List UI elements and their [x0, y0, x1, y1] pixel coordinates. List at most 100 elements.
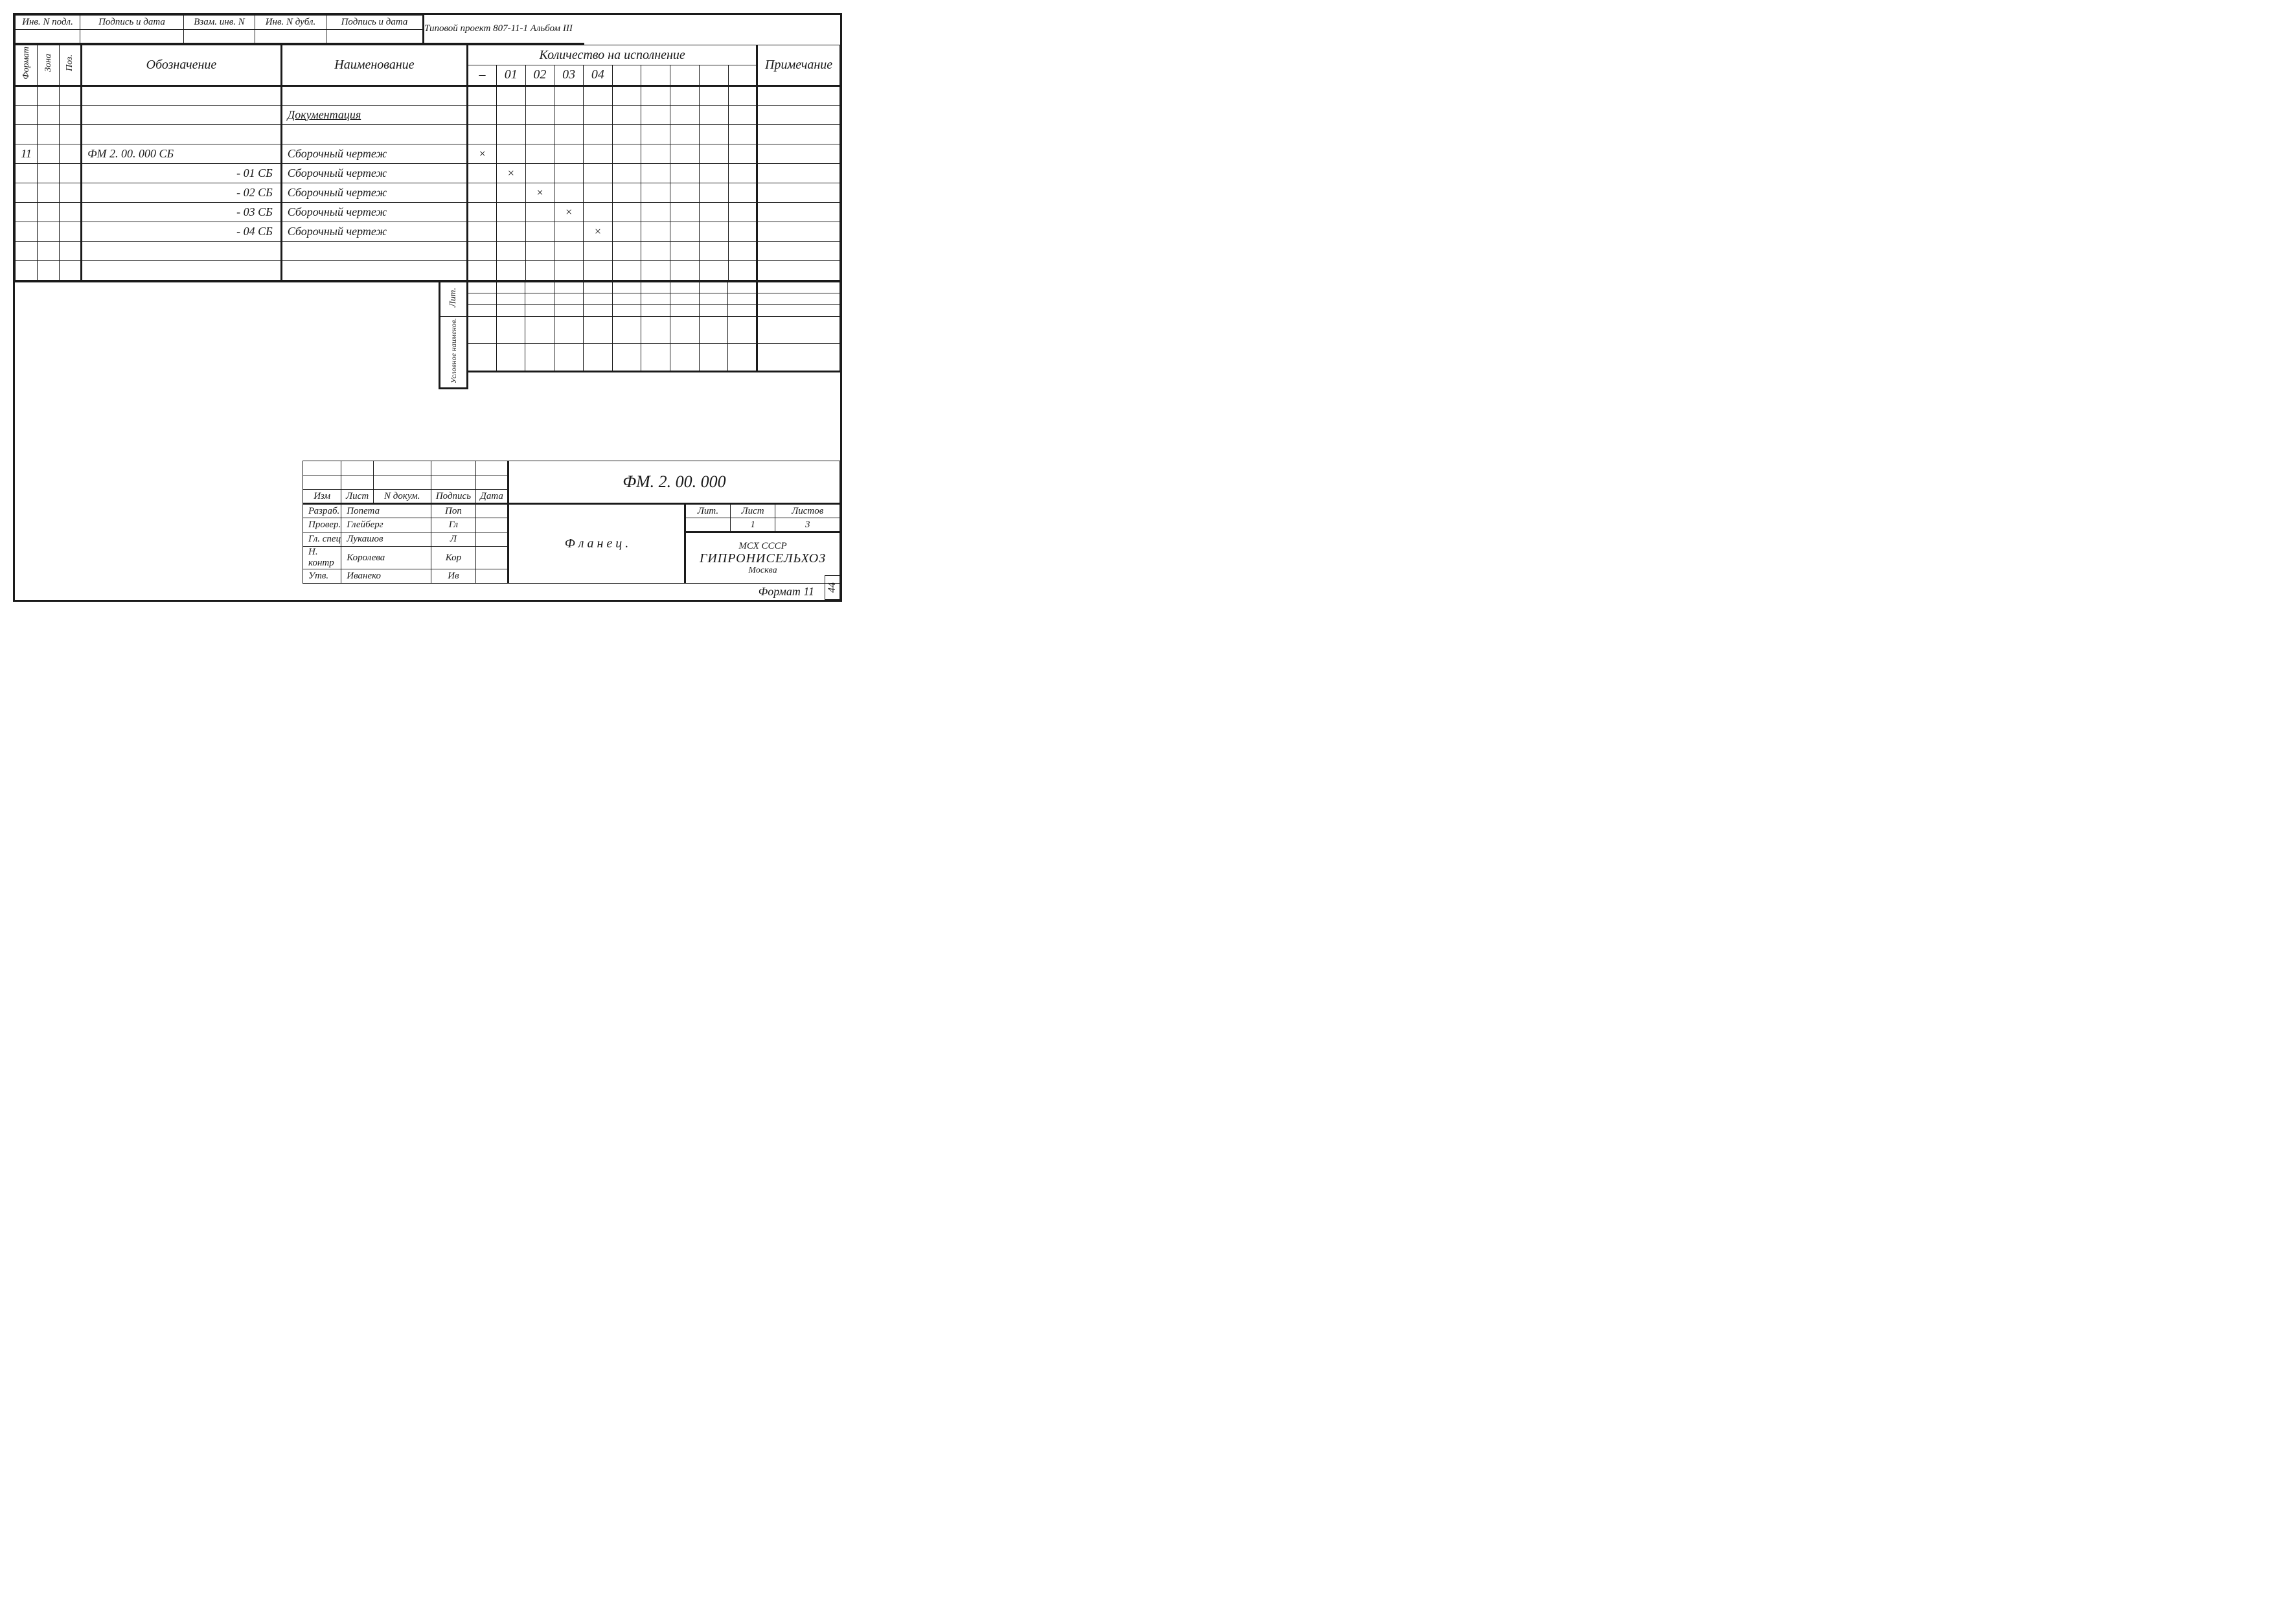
tb-signature: Кор [431, 547, 476, 569]
mid-cell [583, 344, 612, 372]
mid-cell [670, 304, 700, 316]
cell-prim [757, 86, 840, 105]
cell-kol [496, 105, 525, 124]
spec-row [16, 86, 840, 105]
tb-col-hdr: Лист [341, 490, 374, 504]
cell-kol [670, 241, 700, 260]
tb-col-hdr: Дата [476, 490, 508, 504]
strip-cell: Взам. инв. N [184, 16, 255, 30]
project-title: Типовой проект 807-11-1 Альбом III [424, 16, 584, 44]
drawing-sheet: Инв. N подл. Подпись и дата Взам. инв. N… [13, 13, 842, 602]
hdr-kol-col [699, 65, 728, 86]
spec-table: ФорматЗонаПоз.ОбозначениеНаименованиеКол… [15, 45, 840, 280]
cell-kol [468, 86, 497, 105]
page-number: 44 [827, 582, 838, 593]
cell-kol: × [496, 163, 525, 183]
cell-kol [728, 163, 757, 183]
spec-row [16, 260, 840, 280]
cell-naim [281, 241, 467, 260]
cell-poz [60, 144, 82, 163]
cell-kol [525, 86, 554, 105]
cell-poz [60, 260, 82, 280]
mid-cell [641, 344, 670, 372]
cell-kol [525, 260, 554, 280]
mid-cell [612, 344, 641, 372]
hdr-zona: Зона [43, 52, 54, 73]
cell-naim: Сборочный чертеж [281, 144, 467, 163]
cell-kol [670, 260, 700, 280]
cell-kol [525, 202, 554, 222]
mid-cell [583, 293, 612, 304]
cell-poz [60, 222, 82, 241]
mid-cell [728, 316, 757, 344]
cell-kol [641, 202, 670, 222]
cell-kol [554, 241, 584, 260]
mid-rows: Лит. Условное наименов. [15, 280, 840, 390]
spec-row [16, 241, 840, 260]
cell-kol [641, 105, 670, 124]
cell-kol [699, 105, 728, 124]
hdr-kol-col: 02 [525, 65, 554, 86]
cell-zona [38, 222, 60, 241]
cell-oboz: - 04 СБ [82, 222, 282, 241]
mid-cell [496, 281, 525, 293]
spec-row: - 03 СБСборочный чертеж× [16, 202, 840, 222]
cell-kol [728, 86, 757, 105]
cell-zona [38, 260, 60, 280]
cell-kol [554, 105, 584, 124]
hdr-kol-col: – [468, 65, 497, 86]
mid-cell [641, 281, 670, 293]
cell-kol [728, 183, 757, 202]
tb-listov-hdr: Листов [775, 504, 840, 518]
mid-cell [670, 281, 700, 293]
cell-format [16, 260, 38, 280]
cell-naim: Документация [281, 105, 467, 124]
cell-kol [699, 202, 728, 222]
cell-format [16, 105, 38, 124]
hdr-oboz: Обозначение [82, 45, 282, 86]
cell-kol [496, 124, 525, 144]
hdr-kol-col [612, 65, 641, 86]
tb-col-hdr: Изм [303, 490, 341, 504]
spec-row: - 01 СБСборочный чертеж× [16, 163, 840, 183]
mid-cell [496, 344, 525, 372]
cell-kol [699, 163, 728, 183]
cell-zona [38, 144, 60, 163]
cell-kol [699, 260, 728, 280]
tb-col-hdr: Подпись [431, 490, 476, 504]
cell-oboz [82, 260, 282, 280]
cell-kol [641, 222, 670, 241]
tb-org: МСХ СССР ГИПРОНИСЕЛЬХОЗ Москва [685, 532, 840, 584]
cell-prim [757, 241, 840, 260]
cell-zona [38, 163, 60, 183]
mid-cell [612, 304, 641, 316]
cell-kol [554, 144, 584, 163]
cell-poz [60, 163, 82, 183]
cell-zona [38, 124, 60, 144]
tb-name: Попета [341, 504, 431, 518]
cell-kol [670, 124, 700, 144]
cell-kol [641, 86, 670, 105]
cell-kol [699, 222, 728, 241]
hdr-kol-col [641, 65, 670, 86]
cell-kol [612, 183, 641, 202]
cell-kol [728, 241, 757, 260]
mid-cell [641, 304, 670, 316]
cell-kol [525, 163, 554, 183]
cell-kol [612, 105, 641, 124]
strip-blank [16, 30, 80, 44]
mid-cell [612, 281, 641, 293]
cell-kol [670, 144, 700, 163]
cell-kol [612, 163, 641, 183]
mid-usl-label: Условное наименов. [449, 317, 459, 385]
mid-lit-label: Лит. [448, 286, 459, 308]
strip-blank [255, 30, 326, 44]
cell-kol [728, 105, 757, 124]
cell-zona [38, 183, 60, 202]
mid-cell [554, 316, 584, 344]
mid-cell [757, 281, 840, 293]
mid-cell [699, 344, 728, 372]
strip-blank [326, 30, 424, 44]
tb-list-val: 1 [730, 518, 775, 532]
tb-date [476, 547, 508, 569]
